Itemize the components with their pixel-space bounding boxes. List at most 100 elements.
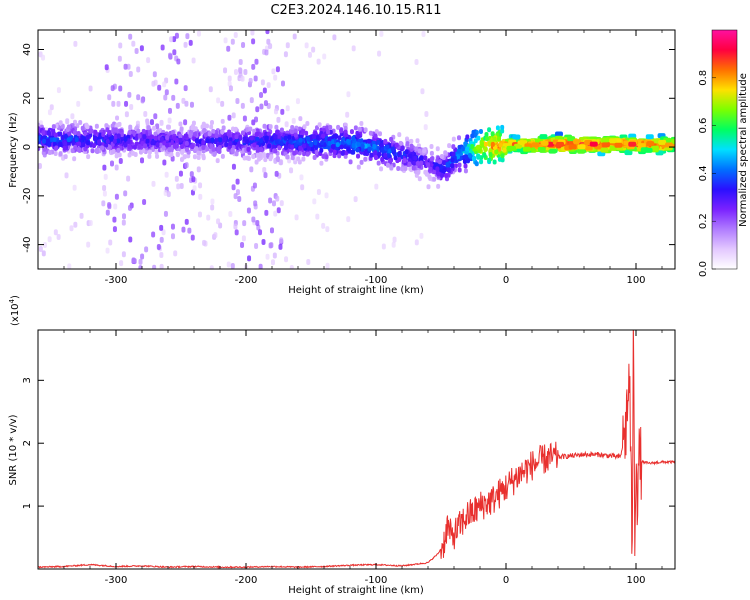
spectrogram-ridge-cell [446,167,451,173]
spectrogram-noise-cell [346,216,351,223]
spectrogram-ridge-cell [268,156,273,162]
spectrogram-noise-cell [104,64,109,71]
spectrogram-ridge-cell [93,135,98,141]
spectrogram-ridge-cell [153,131,158,137]
spectrogram-noise-cell [272,252,277,259]
spectrogram-noise-cell [176,58,181,65]
spectrogram-noise-cell [117,55,122,62]
spectrogram-noise-cell [191,57,196,64]
spectrogram-noise-cell [248,77,253,84]
spectrogram-ridge-cell [383,138,388,144]
spectrogram-ridge-cell [193,131,198,137]
spectrogram-ridge-cell [111,148,116,154]
spectrogram-noise-cell [332,34,337,41]
spectrogram-ridge-cell [161,145,166,151]
spectrogram-noise-cell [280,80,285,87]
spectrogram-ridge-cell [429,144,434,150]
spectrogram-ridge-cell [658,139,667,145]
spectrogram-noise-cell [128,33,133,40]
spectrogram-ridge-cell [356,153,361,159]
spectrogram-ridge-cell [218,137,223,143]
spectrogram-noise-cell [146,57,151,64]
spectrogram-ridge-cell [90,148,95,154]
spectrogram-ridge-cell [500,153,505,159]
spectrogram-ridge-cell [340,150,345,156]
spectrogram-ridge-cell [326,129,331,135]
spectrogram-ridge-cell [127,152,132,158]
x-tick-label: 100 [626,275,645,286]
y-tick-label: 1 [22,503,33,509]
spectrogram-noise-cell [250,30,255,36]
spectrogram-noise-cell [374,183,379,190]
snr-y-axis-label: SNR (10 * v/v) [8,414,19,485]
spectrogram-noise-cell [233,68,238,75]
spectrogram-ridge-cell [53,132,58,138]
spectrogram-ridge-cell [537,147,546,153]
spectrogram-noise-cell [345,111,350,118]
spectrogram-noise-cell [243,69,248,76]
spectrogram-noise-cell [231,163,236,170]
spectrogram-noise-cell [79,212,84,219]
spectrogram-noise-cell [196,30,201,37]
spectrogram-ridge-cell [490,141,495,147]
spectrogram-y-axis-label: Frequency (Hz) [8,112,19,188]
spectrogram-ridge-cell [234,151,239,157]
spectrogram-ridge-cell [205,138,210,144]
spectrogram-ridge-cell [155,142,160,148]
spectrogram-noise-cell [289,167,294,174]
spectrogram-ridge-cell [405,141,410,147]
spectrogram-ridge-cell [224,141,229,147]
spectrogram-ridge-cell [429,156,434,162]
spectrogram-noise-cell [253,75,258,82]
spectrogram-ridge-cell [512,134,521,140]
spectrogram-ridge-cell [435,146,440,152]
spectrogram-ridge-cell [344,132,349,138]
spectrogram-noise-cell [220,100,225,107]
spectrogram-ridge-cell [313,140,318,146]
spectrogram-ridge-cell [465,134,470,140]
spectrogram-ridge-cell [608,138,617,144]
spectrogram-ridge-cell [360,143,365,149]
spectrogram-ridge-cell [601,137,610,143]
spectrogram-noise-cell [414,239,419,246]
spectrogram-noise-cell [126,175,131,182]
spectrogram-ridge-cell [220,153,225,159]
spectrogram-ridge-cell [159,136,164,142]
spectrogram-ridge-cell [344,150,349,156]
spectrogram-noise-cell [163,210,168,217]
snr-x-ticks: -300 -200 -100 0 100 [37,330,663,586]
spectrogram-ridge-cell [201,139,206,145]
spectrogram-noise-cell [107,203,112,210]
spectrogram-ridge-cell [423,155,428,161]
spectrogram-ridge-cell [359,159,364,165]
spectrogram-ridge-cell [285,154,290,160]
spectrogram-noise-cell [128,236,133,243]
spectrogram-noise-cell [41,54,46,61]
spectrogram-noise-cell [209,265,214,269]
snr-y-multiplier-close: ) [10,295,21,299]
spectrogram-noise-cell [166,191,171,198]
spectrogram-noise-cell [161,229,166,236]
spectrogram-noise-cell [421,30,426,37]
spectrogram-ridge-cell [398,140,403,146]
spectrogram-noise-cell [183,41,188,48]
spectrogram-noise-cell [159,224,164,231]
spectrogram-ridge-cell [137,133,142,139]
colorbar-gradient [712,30,737,269]
spectrogram-noise-cell [181,97,186,104]
spectrogram-noise-cell [216,218,221,225]
spectrogram-noise-cell [189,171,194,178]
spectrogram-ridge-cell [268,124,273,130]
spectrogram-noise-cell [122,213,127,220]
spectrogram-noise-cell [143,110,148,117]
spectrogram-ridge-cell [487,127,492,133]
spectrogram-ridge-cell [319,147,324,153]
spectrogram-ridge-cell [429,150,434,156]
spectrogram-noise-cell [230,38,235,45]
spectrogram-noise-cell [170,155,175,162]
spectrogram-noise-cell [306,259,311,266]
spectrogram-ridge-cell [194,138,199,144]
spectrogram-noise-cell [251,63,256,70]
spectrogram-noise-cell [181,226,186,233]
spectrogram-ridge-cell [203,131,208,137]
